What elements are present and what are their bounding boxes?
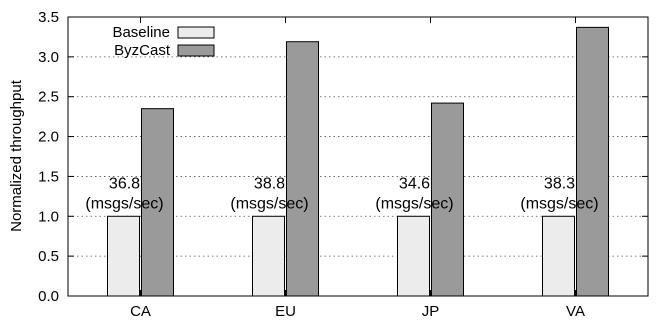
y-tick-label: 3.5 xyxy=(38,9,59,26)
data-label-unit: (msgs/sec) xyxy=(85,195,163,212)
bars xyxy=(107,26,609,297)
y-axis-title: Normalized throughput xyxy=(8,79,25,232)
bar-byzcast xyxy=(576,26,609,297)
x-tick-label: CA xyxy=(130,303,151,320)
y-tick-label: 2.5 xyxy=(38,89,59,106)
axes: 0.0 0.5 1.0 1.5 2.0 2.5 3.0 3.5 CA EU JP VA xyxy=(38,9,649,320)
data-label-value: 36.8 xyxy=(109,175,140,192)
data-label-unit: (msgs/sec) xyxy=(230,195,308,212)
legend-swatch-byzcast xyxy=(177,44,215,57)
plot-frame xyxy=(67,16,649,297)
bar-baseline xyxy=(397,215,430,297)
y-tick-label: 3.0 xyxy=(38,49,59,66)
data-labels: 36.8 (msgs/sec) 38.8 (msgs/sec) 34.6 (msgs/se… xyxy=(85,175,598,212)
bar-baseline xyxy=(252,215,285,297)
bar-byzcast xyxy=(286,41,319,297)
bar-byzcast xyxy=(141,108,174,297)
data-label-unit: (msgs/sec) xyxy=(375,195,453,212)
data-label-value: 34.6 xyxy=(399,175,430,192)
data-label-unit: (msgs/sec) xyxy=(520,195,598,212)
y-tick-label: 0.5 xyxy=(38,248,59,265)
x-tick-label: JP xyxy=(422,303,440,320)
y-tick-label: 1.5 xyxy=(38,168,59,185)
y-tick-label: 1.0 xyxy=(38,208,59,225)
bar-byzcast xyxy=(431,102,464,297)
x-tick-label: VA xyxy=(566,303,585,320)
data-label-value: 38.3 xyxy=(544,175,575,192)
legend-label-byzcast: ByzCast xyxy=(114,42,171,59)
bar-baseline xyxy=(107,215,140,297)
x-tick-label: EU xyxy=(275,303,296,320)
bar-baseline xyxy=(542,215,575,297)
legend-swatch-baseline xyxy=(177,26,215,39)
legend-label-baseline: Baseline xyxy=(112,24,170,41)
y-tick-label: 0.0 xyxy=(38,288,59,305)
y-tick-label: 2.0 xyxy=(38,129,59,146)
data-label-value: 38.8 xyxy=(254,175,285,192)
